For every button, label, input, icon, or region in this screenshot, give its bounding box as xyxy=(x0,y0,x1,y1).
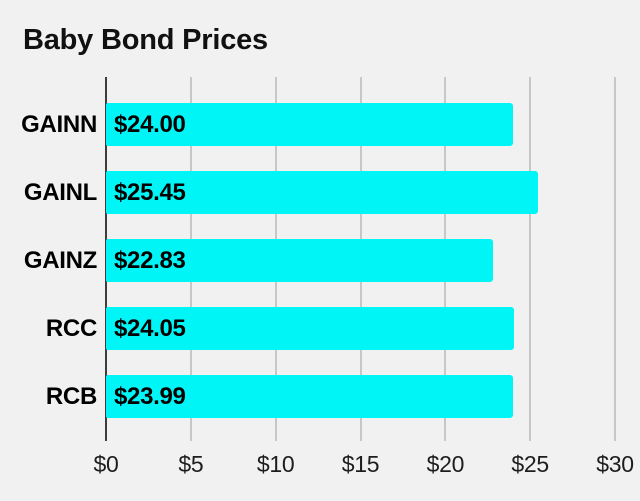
bar-gainn: $24.00 xyxy=(106,103,514,146)
x-axis: $0 $5 $10 $15 $20 $25 $30 xyxy=(94,451,635,483)
bar-value-label: $24.05 xyxy=(114,314,186,342)
category-label-gainz: GAINZ xyxy=(23,247,97,274)
bar-value-label: $24.00 xyxy=(114,110,186,138)
category-label-gainl: GAINL xyxy=(23,179,97,206)
bar-value-label: $22.83 xyxy=(114,246,186,274)
bar-rcc: $24.05 xyxy=(106,307,515,350)
category-label-rcc: RCC xyxy=(45,315,97,342)
bar-value-label: $25.45 xyxy=(114,178,186,206)
x-tick-label: $0 xyxy=(93,451,119,477)
category-axis: GAINN GAINL GAINZ RCC RCB xyxy=(0,77,97,441)
bar-gainz: $22.83 xyxy=(106,239,494,282)
chart-title: Baby Bond Prices xyxy=(23,24,268,56)
x-tick-label: $15 xyxy=(341,451,380,477)
x-tick-label: $5 xyxy=(178,451,204,477)
category-label-rcb: RCB xyxy=(45,383,97,410)
bar-gainl: $25.45 xyxy=(106,171,538,214)
bar-value-label: $23.99 xyxy=(114,382,186,410)
gridline xyxy=(614,77,616,441)
plot-area: $24.00 $25.45 $22.83 $24.05 $23.99 xyxy=(105,77,616,441)
bar-rcb: $23.99 xyxy=(106,375,514,418)
x-tick-label: $20 xyxy=(426,451,465,477)
x-tick-label: $30 xyxy=(596,451,634,477)
x-tick-label: $10 xyxy=(256,451,295,477)
category-label-gainn: GAINN xyxy=(21,111,97,138)
gridline xyxy=(529,77,532,441)
x-tick-label: $25 xyxy=(511,451,549,477)
